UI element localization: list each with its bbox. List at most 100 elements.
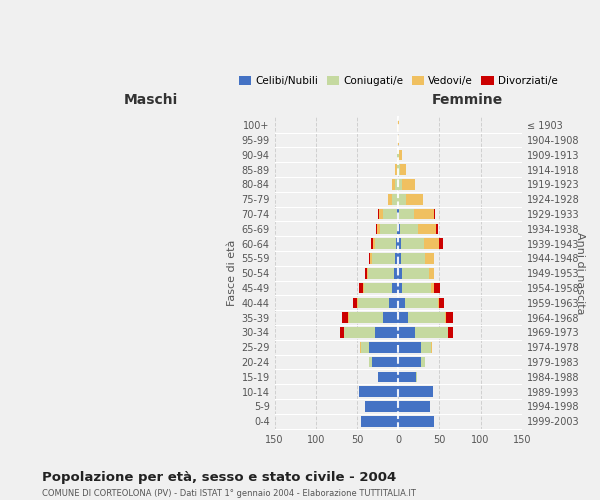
Bar bbox=[398, 224, 400, 234]
Bar bbox=[388, 194, 392, 204]
Bar bbox=[431, 282, 434, 294]
Bar bbox=[368, 268, 394, 278]
Bar bbox=[397, 208, 398, 220]
Bar bbox=[401, 253, 425, 264]
Bar bbox=[398, 312, 408, 323]
Bar bbox=[398, 356, 421, 368]
Bar bbox=[363, 282, 364, 294]
Bar bbox=[359, 282, 363, 294]
Bar bbox=[439, 238, 443, 249]
Bar bbox=[405, 298, 438, 308]
Bar bbox=[357, 298, 358, 308]
Bar bbox=[389, 298, 398, 308]
Bar bbox=[340, 327, 344, 338]
Bar bbox=[370, 342, 398, 352]
Bar bbox=[353, 298, 357, 308]
Bar bbox=[377, 224, 380, 234]
Bar bbox=[400, 224, 418, 234]
Bar bbox=[397, 164, 398, 175]
Bar bbox=[398, 238, 401, 249]
Bar bbox=[377, 372, 398, 382]
Bar bbox=[434, 282, 440, 294]
Y-axis label: Fasce di età: Fasce di età bbox=[227, 240, 237, 306]
Bar bbox=[359, 386, 398, 397]
Bar bbox=[421, 342, 431, 352]
Bar bbox=[396, 238, 398, 249]
Legend: Celibi/Nubili, Coniugati/e, Vedovi/e, Divorziati/e: Celibi/Nubili, Coniugati/e, Vedovi/e, Di… bbox=[235, 72, 562, 90]
Bar bbox=[364, 282, 392, 294]
Bar bbox=[397, 150, 398, 160]
Bar bbox=[403, 282, 431, 294]
Bar bbox=[376, 224, 377, 234]
Bar bbox=[375, 238, 396, 249]
Bar bbox=[408, 312, 445, 323]
Bar bbox=[424, 238, 439, 249]
Bar bbox=[398, 150, 399, 160]
Bar bbox=[398, 268, 401, 278]
Bar bbox=[380, 224, 397, 234]
Bar bbox=[445, 312, 446, 323]
Bar bbox=[372, 253, 395, 264]
Bar bbox=[398, 386, 433, 397]
Bar bbox=[370, 253, 372, 264]
Bar bbox=[401, 268, 429, 278]
Bar bbox=[395, 253, 398, 264]
Bar bbox=[398, 327, 415, 338]
Text: COMUNE DI CORTEOLONA (PV) - Dati ISTAT 1° gennaio 2004 - Elaborazione TUTTITALIA: COMUNE DI CORTEOLONA (PV) - Dati ISTAT 1… bbox=[42, 489, 416, 498]
Bar bbox=[416, 372, 417, 382]
Bar bbox=[398, 208, 399, 220]
Bar bbox=[398, 194, 406, 204]
Bar bbox=[383, 312, 398, 323]
Bar bbox=[371, 238, 373, 249]
Bar bbox=[398, 120, 399, 130]
Bar bbox=[392, 194, 398, 204]
Bar bbox=[398, 342, 421, 352]
Bar bbox=[383, 208, 397, 220]
Bar bbox=[429, 268, 434, 278]
Bar bbox=[398, 372, 416, 382]
Bar bbox=[425, 253, 434, 264]
Bar bbox=[399, 208, 414, 220]
Bar bbox=[436, 224, 438, 234]
Bar bbox=[431, 342, 432, 352]
Bar bbox=[448, 327, 452, 338]
Bar bbox=[418, 224, 436, 234]
Bar bbox=[398, 416, 434, 426]
Bar bbox=[421, 356, 425, 368]
Bar bbox=[395, 164, 397, 175]
Bar bbox=[398, 401, 430, 412]
Text: Popolazione per età, sesso e stato civile - 2004: Popolazione per età, sesso e stato civil… bbox=[42, 472, 396, 484]
Text: Maschi: Maschi bbox=[124, 93, 178, 107]
Bar bbox=[367, 268, 368, 278]
Bar bbox=[348, 312, 349, 323]
Bar bbox=[398, 164, 400, 175]
Bar bbox=[398, 134, 399, 145]
Bar bbox=[365, 268, 367, 278]
Bar bbox=[398, 253, 401, 264]
Bar bbox=[398, 179, 403, 190]
Bar bbox=[414, 208, 434, 220]
Text: Femmine: Femmine bbox=[432, 93, 503, 107]
Bar bbox=[349, 312, 383, 323]
Bar bbox=[361, 416, 398, 426]
Bar bbox=[394, 268, 398, 278]
Bar bbox=[399, 150, 401, 160]
Bar bbox=[372, 356, 398, 368]
Bar bbox=[375, 327, 398, 338]
Bar bbox=[403, 179, 415, 190]
Bar bbox=[446, 312, 452, 323]
Bar bbox=[373, 238, 375, 249]
Bar bbox=[392, 282, 398, 294]
Bar bbox=[361, 342, 370, 352]
Bar bbox=[439, 298, 443, 308]
Bar bbox=[434, 208, 436, 220]
Bar bbox=[397, 224, 398, 234]
Bar bbox=[344, 327, 375, 338]
Bar bbox=[365, 401, 398, 412]
Bar bbox=[398, 298, 405, 308]
Bar bbox=[398, 282, 403, 294]
Y-axis label: Anni di nascita: Anni di nascita bbox=[575, 232, 585, 314]
Bar bbox=[406, 194, 423, 204]
Bar bbox=[379, 208, 383, 220]
Bar bbox=[438, 298, 439, 308]
